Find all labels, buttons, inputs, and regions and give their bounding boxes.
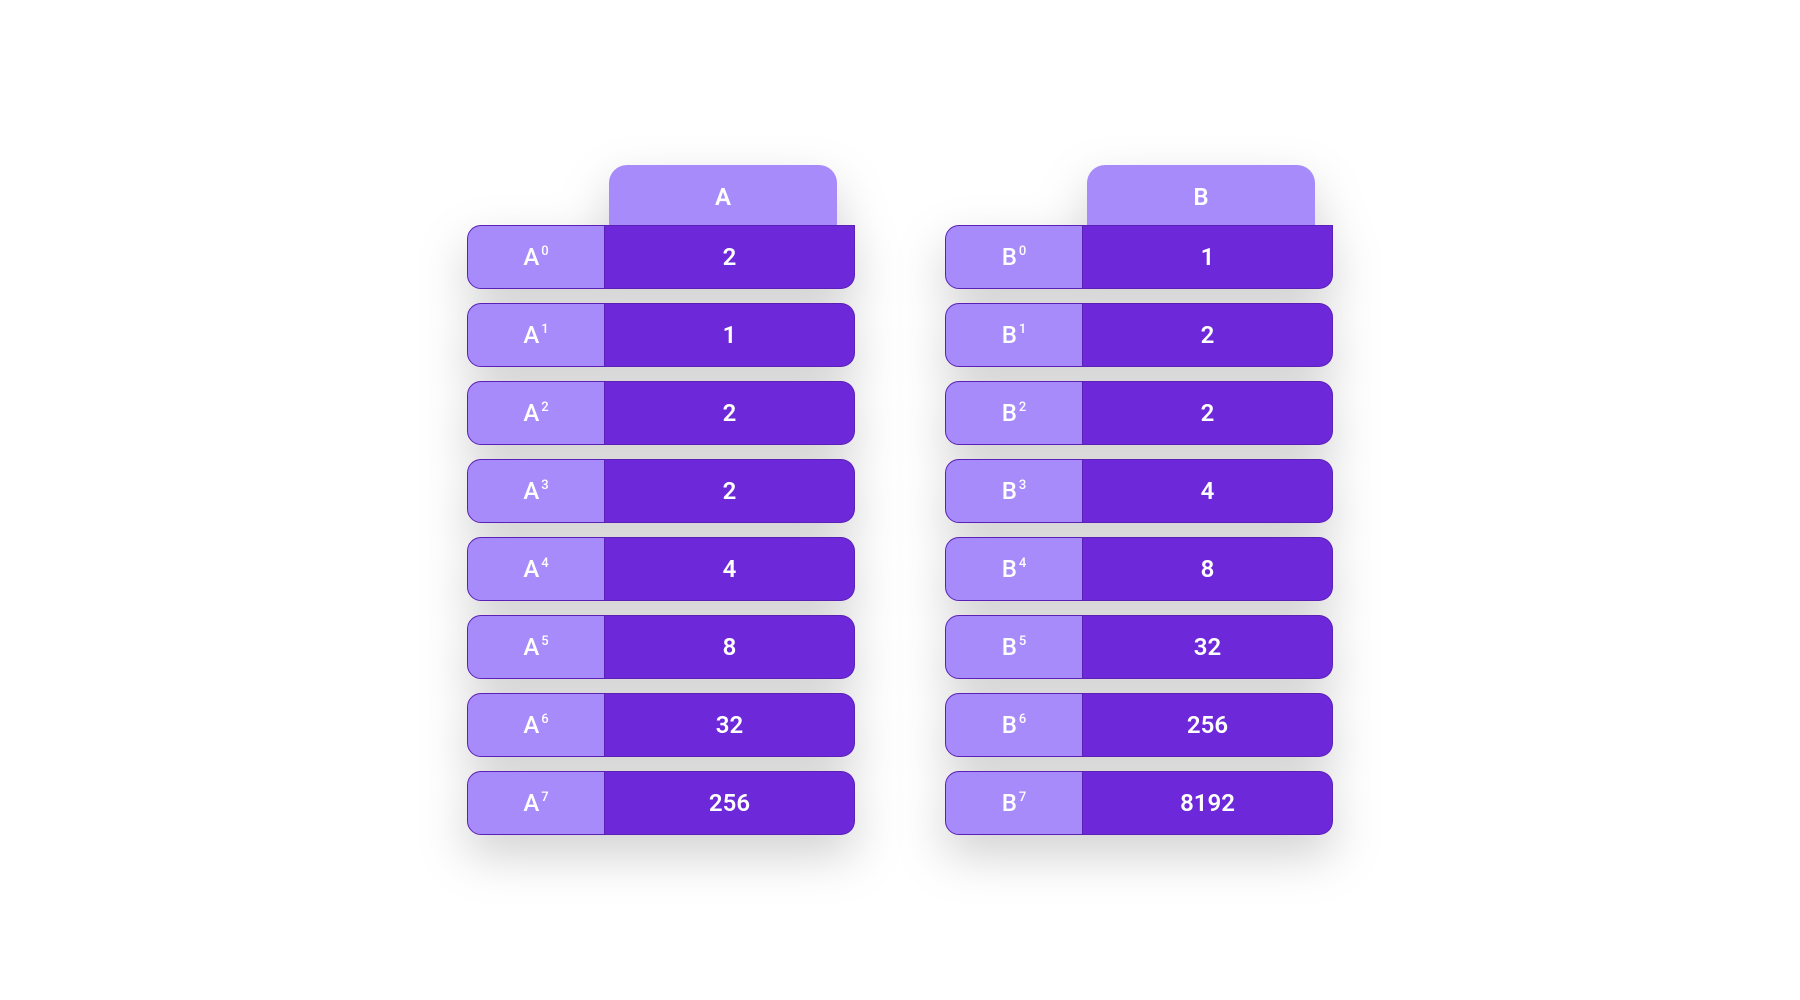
row-key: B3	[945, 459, 1083, 523]
key-exponent: 7	[1019, 790, 1026, 805]
key-exponent: 4	[541, 556, 548, 571]
key-base: A	[523, 243, 539, 271]
row-value: 8192	[1083, 771, 1333, 835]
row-value: 2	[1083, 303, 1333, 367]
row-value: 2	[605, 225, 855, 289]
key-base: A	[523, 633, 539, 661]
row-key: A6	[467, 693, 605, 757]
row-value: 256	[605, 771, 855, 835]
table-row: B5 32	[945, 615, 1333, 679]
table-row: A6 32	[467, 693, 855, 757]
key-base: B	[1002, 555, 1017, 583]
key-base: B	[1002, 321, 1017, 349]
table-row: A4 4	[467, 537, 855, 601]
table-row: A3 2	[467, 459, 855, 523]
row-value: 32	[605, 693, 855, 757]
key-base: A	[523, 789, 539, 817]
row-value: 1	[1083, 225, 1333, 289]
key-exponent: 2	[541, 400, 548, 415]
row-key: A3	[467, 459, 605, 523]
key-exponent: 6	[541, 712, 548, 727]
key-exponent: 6	[1019, 712, 1026, 727]
row-value: 8	[1083, 537, 1333, 601]
column-header: A	[609, 165, 837, 229]
key-exponent: 3	[1019, 478, 1026, 493]
key-exponent: 0	[1019, 244, 1026, 259]
row-key: B5	[945, 615, 1083, 679]
key-base: A	[523, 711, 539, 739]
table-row: A5 8	[467, 615, 855, 679]
key-base: A	[523, 477, 539, 505]
row-value: 2	[1083, 381, 1333, 445]
key-base: B	[1002, 477, 1017, 505]
row-value: 4	[1083, 459, 1333, 523]
row-value: 8	[605, 615, 855, 679]
table-row: B2 2	[945, 381, 1333, 445]
diagram-canvas: A A0 2 A1 1 A2 2 A3 2 A4	[0, 0, 1800, 1000]
key-base: A	[523, 399, 539, 427]
column-header: B	[1087, 165, 1315, 229]
row-key: A0	[467, 225, 605, 289]
row-value: 1	[605, 303, 855, 367]
row-key: B1	[945, 303, 1083, 367]
key-exponent: 1	[541, 322, 548, 337]
key-base: B	[1002, 243, 1017, 271]
row-key: A7	[467, 771, 605, 835]
table-row: A2 2	[467, 381, 855, 445]
key-exponent: 7	[541, 790, 548, 805]
table-row: A0 2	[467, 225, 855, 289]
row-key: A1	[467, 303, 605, 367]
row-key: B2	[945, 381, 1083, 445]
row-value: 256	[1083, 693, 1333, 757]
key-exponent: 1	[1019, 322, 1026, 337]
key-exponent: 0	[541, 244, 548, 259]
row-value: 4	[605, 537, 855, 601]
table-row: B4 8	[945, 537, 1333, 601]
key-exponent: 3	[541, 478, 548, 493]
key-base: A	[523, 555, 539, 583]
row-key: B6	[945, 693, 1083, 757]
key-exponent: 5	[541, 634, 548, 649]
key-exponent: 5	[1019, 634, 1026, 649]
row-key: B0	[945, 225, 1083, 289]
table-row: A7 256	[467, 771, 855, 835]
row-key: A4	[467, 537, 605, 601]
row-value: 2	[605, 381, 855, 445]
row-value: 2	[605, 459, 855, 523]
row-key: B7	[945, 771, 1083, 835]
table-row: B1 2	[945, 303, 1333, 367]
key-exponent: 2	[1019, 400, 1026, 415]
table-row: B6 256	[945, 693, 1333, 757]
column-b: B B0 1 B1 2 B2 2 B3 4 B4	[945, 165, 1333, 835]
row-key: B4	[945, 537, 1083, 601]
key-exponent: 4	[1019, 556, 1026, 571]
key-base: B	[1002, 711, 1017, 739]
row-value: 32	[1083, 615, 1333, 679]
key-base: B	[1002, 399, 1017, 427]
row-key: A2	[467, 381, 605, 445]
column-a: A A0 2 A1 1 A2 2 A3 2 A4	[467, 165, 855, 835]
key-base: B	[1002, 789, 1017, 817]
table-row: B7 8192	[945, 771, 1333, 835]
key-base: B	[1002, 633, 1017, 661]
table-row: B3 4	[945, 459, 1333, 523]
key-base: A	[523, 321, 539, 349]
table-row: B0 1	[945, 225, 1333, 289]
row-key: A5	[467, 615, 605, 679]
table-row: A1 1	[467, 303, 855, 367]
